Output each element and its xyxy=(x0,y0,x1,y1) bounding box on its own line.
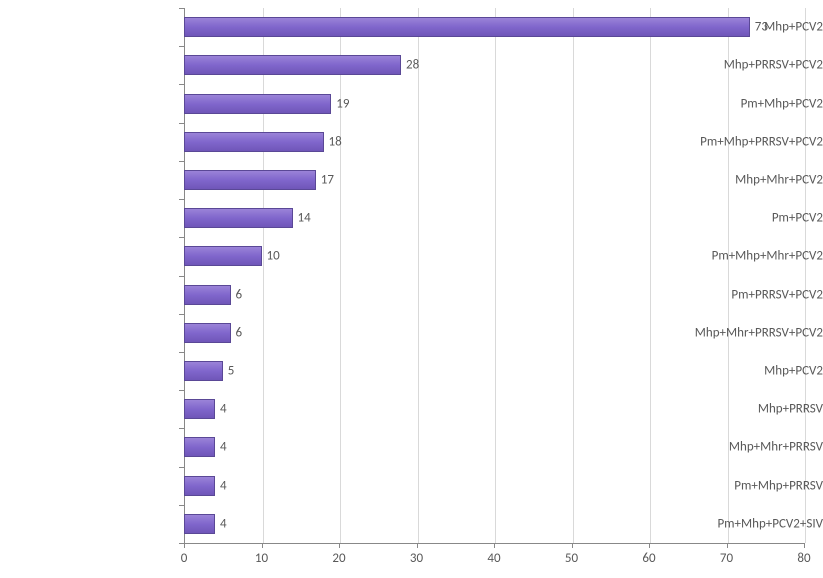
category-label: Pm+Mhp+PRRSV xyxy=(649,478,823,493)
x-tick-label: 10 xyxy=(255,551,268,566)
y-tick-mark xyxy=(179,8,184,9)
gridline xyxy=(805,8,806,543)
bar xyxy=(184,399,215,419)
bar xyxy=(184,55,401,75)
bar xyxy=(184,170,316,190)
category-label: Mhp+PRRSV+PCV2 xyxy=(649,58,823,73)
x-tick-mark xyxy=(339,543,340,548)
x-tick-mark xyxy=(417,543,418,548)
bar xyxy=(184,94,331,114)
x-tick-mark xyxy=(804,543,805,548)
bar xyxy=(184,132,324,152)
category-label: Mhp+PRRSV xyxy=(649,402,823,417)
y-tick-mark xyxy=(179,276,184,277)
category-label: Mhp+Mhr+PRRSV+PCV2 xyxy=(649,325,823,340)
value-label: 6 xyxy=(231,287,243,302)
bar xyxy=(184,323,231,343)
y-tick-mark xyxy=(179,46,184,47)
bar xyxy=(184,285,231,305)
x-tick-mark xyxy=(572,543,573,548)
gridline xyxy=(728,8,729,543)
y-tick-mark xyxy=(179,237,184,238)
gridline xyxy=(573,8,574,543)
category-label: Mhp+Mhr+PRRSV xyxy=(649,440,823,455)
y-tick-mark xyxy=(179,314,184,315)
x-tick-mark xyxy=(494,543,495,548)
category-label: Pm+Mhp+PCV2+SIV xyxy=(649,516,823,531)
x-tick-mark xyxy=(727,543,728,548)
y-tick-mark xyxy=(179,467,184,468)
gridline xyxy=(263,8,264,543)
category-label: Pm+Mhp+PRRSV+PCV2 xyxy=(649,134,823,149)
y-tick-mark xyxy=(179,390,184,391)
bar xyxy=(184,514,215,534)
category-label: Pm+Mhp+Mhr+PCV2 xyxy=(649,249,823,264)
value-label: 4 xyxy=(215,478,227,493)
x-tick-label: 20 xyxy=(332,551,345,566)
value-label: 17 xyxy=(316,172,334,187)
value-label: 18 xyxy=(324,134,342,149)
gridline xyxy=(340,8,341,543)
value-label: 4 xyxy=(215,402,227,417)
x-tick-label: 40 xyxy=(487,551,500,566)
x-tick-label: 30 xyxy=(410,551,423,566)
category-label: Mhp+PCV2 xyxy=(649,364,823,379)
x-tick-label: 50 xyxy=(565,551,578,566)
value-label: 5 xyxy=(223,364,235,379)
y-tick-mark xyxy=(179,428,184,429)
plot-area xyxy=(184,8,805,544)
bar-chart: 0 10 20 30 40 50 60 70 80 Mhp+PCV2 73 Mhp+PRRSV+PCV… xyxy=(0,0,823,578)
gridline xyxy=(418,8,419,543)
x-tick-mark xyxy=(649,543,650,548)
gridline xyxy=(650,8,651,543)
y-tick-mark xyxy=(179,161,184,162)
value-label: 28 xyxy=(401,58,419,73)
bar xyxy=(184,476,215,496)
x-tick-label: 60 xyxy=(642,551,655,566)
category-label: Mhp+Mhr+PCV2 xyxy=(649,172,823,187)
value-label: 4 xyxy=(215,440,227,455)
x-tick-mark xyxy=(262,543,263,548)
value-label: 10 xyxy=(262,249,280,264)
y-tick-mark xyxy=(179,352,184,353)
y-tick-mark xyxy=(179,199,184,200)
category-label: Pm+Mhp+PCV2 xyxy=(649,96,823,111)
x-tick-mark xyxy=(184,543,185,548)
x-tick-label: 0 xyxy=(181,551,188,566)
bar xyxy=(184,361,223,381)
x-tick-label: 70 xyxy=(720,551,733,566)
value-label: 14 xyxy=(293,211,311,226)
gridline xyxy=(495,8,496,543)
bar xyxy=(184,208,293,228)
y-tick-mark xyxy=(179,84,184,85)
value-label: 73 xyxy=(750,20,768,35)
value-label: 6 xyxy=(231,325,243,340)
category-label: Pm+PRRSV+PCV2 xyxy=(649,287,823,302)
bar xyxy=(184,17,750,37)
category-label: Pm+PCV2 xyxy=(649,211,823,226)
bar xyxy=(184,437,215,457)
y-tick-mark xyxy=(179,123,184,124)
value-label: 19 xyxy=(331,96,349,111)
value-label: 4 xyxy=(215,516,227,531)
bar xyxy=(184,246,262,266)
y-tick-mark xyxy=(179,505,184,506)
y-tick-mark xyxy=(179,543,184,544)
x-tick-label: 80 xyxy=(797,551,810,566)
